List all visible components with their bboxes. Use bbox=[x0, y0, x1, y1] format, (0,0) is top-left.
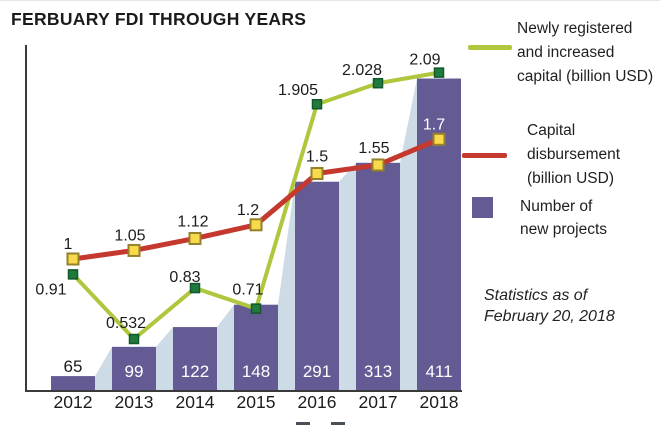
legend-label-newly-registered: Newly registered and increased capital (… bbox=[517, 17, 653, 89]
green-value-label: 1.905 bbox=[278, 82, 318, 99]
statistics-note-line: February 20, 2018 bbox=[484, 308, 615, 325]
legend-text-line: Capital bbox=[527, 122, 576, 139]
bar-value-label: 148 bbox=[242, 362, 270, 381]
marker-yellow bbox=[310, 167, 324, 180]
marker-yellow bbox=[188, 231, 202, 245]
green-value-label: 2.028 bbox=[342, 62, 382, 79]
marker-green bbox=[433, 67, 445, 78]
marker-yellow bbox=[371, 158, 385, 172]
marker-green bbox=[250, 303, 262, 314]
bar-value-label: 122 bbox=[181, 362, 209, 381]
legend-text-line: new projects bbox=[520, 221, 608, 238]
year-label: 2015 bbox=[237, 392, 276, 412]
chart-title: FERBUARY FDI THROUGH YEARS bbox=[11, 9, 307, 29]
axes bbox=[25, 45, 462, 392]
green-value-label: 0.71 bbox=[232, 282, 263, 299]
marker-green bbox=[128, 333, 140, 345]
year-label: 2017 bbox=[359, 392, 398, 412]
bar-value-label: 99 bbox=[125, 362, 144, 381]
red-value-label: 1.7 bbox=[423, 116, 445, 133]
bar-2018 bbox=[417, 78, 461, 391]
marker-yellow bbox=[249, 218, 263, 232]
year-label: 2012 bbox=[54, 392, 93, 412]
marker-green bbox=[189, 282, 201, 294]
green-value-label: 0.91 bbox=[35, 281, 66, 298]
bar-2014 bbox=[173, 327, 217, 391]
legend-text-line: Newly registered bbox=[517, 20, 633, 37]
bar-2012 bbox=[51, 376, 95, 391]
bar-value-label: 411 bbox=[425, 362, 452, 381]
legend-label-number-of-projects: Number of new projects bbox=[520, 195, 607, 241]
bar-value-label: 313 bbox=[364, 362, 392, 381]
bar-2016 bbox=[295, 181, 339, 391]
legend-text-line: and increased bbox=[517, 44, 615, 61]
green-value-label: 0.532 bbox=[106, 315, 146, 332]
marker-green bbox=[67, 269, 79, 280]
legend-text-line: (billion USD) bbox=[527, 170, 614, 187]
year-label: 2014 bbox=[176, 392, 215, 412]
red-value-label: 1.5 bbox=[306, 149, 328, 166]
bar-2017 bbox=[356, 162, 400, 391]
red-value-label: 1.12 bbox=[177, 213, 208, 230]
marker-green bbox=[372, 77, 384, 89]
green-value-label: 0.83 bbox=[169, 269, 200, 286]
legend-swatch-red-line bbox=[462, 153, 507, 158]
red-value-label: 1.2 bbox=[237, 202, 259, 219]
bar-value-label: 65 bbox=[64, 357, 83, 376]
green-value-label: 2.09 bbox=[409, 52, 440, 69]
bar-2015 bbox=[234, 304, 278, 391]
marker-yellow bbox=[127, 243, 141, 257]
statistics-note: Statistics as of February 20, 2018 bbox=[484, 285, 615, 327]
year-label: 2016 bbox=[298, 392, 337, 412]
statistics-note-line: Statistics as of bbox=[484, 287, 588, 304]
red-value-label: 1.05 bbox=[114, 227, 145, 244]
legend-label-capital-disbursement: Capital disbursement (billion USD) bbox=[527, 119, 620, 191]
legend-text-line: Number of bbox=[520, 198, 593, 215]
bar-2013 bbox=[112, 346, 156, 391]
legend-text-line: capital (billion USD) bbox=[517, 68, 654, 85]
year-label: 2013 bbox=[115, 392, 154, 412]
marker-yellow bbox=[66, 252, 80, 266]
red-value-label: 1 bbox=[64, 236, 73, 253]
marker-green bbox=[311, 98, 323, 110]
bar-value-label: 291 bbox=[303, 362, 331, 381]
marker-yellow bbox=[432, 132, 446, 146]
legend-swatch-purple-square bbox=[472, 197, 493, 218]
legend-text-line: disbursement bbox=[527, 146, 621, 163]
red-value-label: 1.55 bbox=[358, 140, 389, 157]
year-label: 2018 bbox=[420, 392, 459, 412]
legend-swatch-green-line bbox=[468, 45, 512, 50]
